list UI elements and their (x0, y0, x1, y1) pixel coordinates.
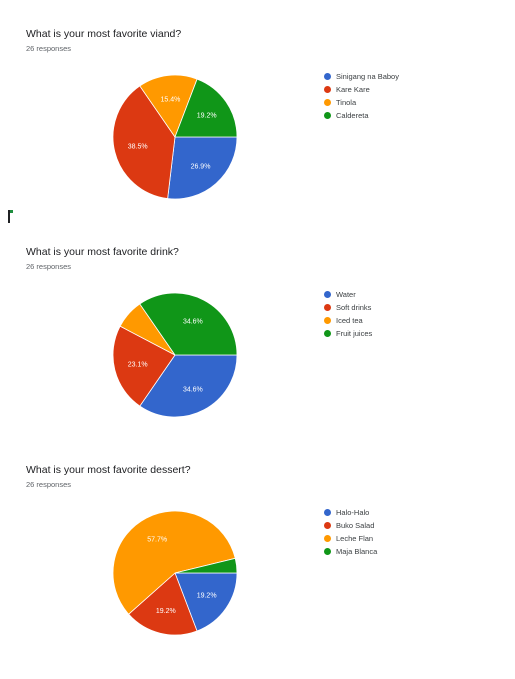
legend-item[interactable]: Maja Blanca (324, 545, 377, 558)
slice-value-label: 19.2% (197, 592, 217, 599)
legend-label: Iced tea (336, 316, 363, 325)
question-title: What is your most favorite drink? (26, 246, 179, 258)
legend-item[interactable]: Buko Salad (324, 519, 377, 532)
chart-block-dessert: What is your most favorite dessert? 26 r… (0, 464, 515, 679)
legend-swatch (324, 99, 331, 106)
pie-slice-buko-salad[interactable] (128, 572, 198, 636)
response-count: 26 responses (26, 44, 72, 53)
legend-swatch (324, 86, 331, 93)
pie-slice-sinigang-na-baboy[interactable] (167, 136, 238, 200)
legend-swatch (324, 548, 331, 555)
pie-slice-maja-blanca[interactable] (174, 557, 238, 574)
legend-item[interactable]: Tinola (324, 96, 399, 109)
legend-item[interactable]: Soft drinks (324, 301, 372, 314)
slice-value-label: 15.4% (160, 96, 180, 103)
pie-slice-soft-drinks[interactable] (112, 325, 176, 407)
legend-label: Kare Kare (336, 85, 370, 94)
slice-value-label: 38.5% (128, 144, 148, 151)
legend-item[interactable]: Caldereta (324, 109, 399, 122)
pie-chart: 26.9% 38.5% 15.4% 19.2% (112, 74, 238, 200)
response-count: 26 responses (26, 480, 72, 489)
legend: Halo-Halo Buko Salad Leche Flan Maja Bla… (324, 506, 377, 558)
pie-slice-kare-kare[interactable] (112, 85, 176, 200)
legend: Water Soft drinks Iced tea Fruit juices (324, 288, 372, 340)
legend-label: Sinigang na Baboy (336, 72, 399, 81)
pie-slice-tinola[interactable] (139, 74, 198, 138)
pie-chart: 34.6% 23.1% 34.6% (112, 292, 238, 418)
legend-item[interactable]: Kare Kare (324, 83, 399, 96)
question-title: What is your most favorite dessert? (26, 464, 191, 476)
legend-label: Caldereta (336, 111, 369, 120)
legend-item[interactable]: Halo-Halo (324, 506, 377, 519)
pie-slice-fruit-juices[interactable] (139, 292, 238, 356)
legend-swatch (324, 522, 331, 529)
legend-item[interactable]: Leche Flan (324, 532, 377, 545)
legend-item[interactable]: Water (324, 288, 372, 301)
pie-slice-caldereta[interactable] (174, 78, 238, 138)
legend-label: Water (336, 290, 356, 299)
pie-chart: 19.2% 19.2% 57.7% (112, 510, 238, 636)
legend-item[interactable]: Fruit juices (324, 327, 372, 340)
question-title: What is your most favorite viand? (26, 28, 182, 40)
legend-swatch (324, 112, 331, 119)
slice-value-label: 23.1% (128, 362, 148, 369)
legend-label: Maja Blanca (336, 547, 378, 556)
legend-swatch (324, 509, 331, 516)
legend-swatch (324, 535, 331, 542)
slice-value-label: 19.2% (156, 608, 176, 615)
legend-label: Fruit juices (336, 329, 373, 338)
legend-item[interactable]: Sinigang na Baboy (324, 70, 399, 83)
legend-label: Leche Flan (336, 534, 374, 543)
legend: Sinigang na Baboy Kare Kare Tinola Calde… (324, 70, 399, 122)
legend-label: Halo-Halo (336, 508, 370, 517)
slice-value-label: 26.9% (191, 163, 211, 170)
legend-item[interactable]: Iced tea (324, 314, 372, 327)
chart-block-viand: What is your most favorite viand? 26 res… (0, 28, 515, 243)
legend-label: Tinola (336, 98, 357, 107)
legend-swatch (324, 304, 331, 311)
slice-value-label: 34.6% (183, 318, 203, 325)
response-count: 26 responses (26, 262, 72, 271)
text-cursor (8, 210, 13, 223)
slice-value-label: 34.6% (183, 387, 203, 394)
legend-swatch (324, 73, 331, 80)
legend-label: Soft drinks (336, 303, 372, 312)
slice-value-label: 19.2% (197, 113, 217, 120)
legend-swatch (324, 330, 331, 337)
pie-slice-water[interactable] (139, 354, 238, 418)
pie-slice-leche-flan[interactable] (112, 510, 236, 615)
legend-label: Buko Salad (336, 521, 375, 530)
legend-swatch (324, 317, 331, 324)
chart-block-drink: What is your most favorite drink? 26 res… (0, 246, 515, 461)
pie-slice-halo-halo[interactable] (174, 572, 238, 632)
legend-swatch (324, 291, 331, 298)
slice-value-label: 57.7% (147, 536, 167, 543)
